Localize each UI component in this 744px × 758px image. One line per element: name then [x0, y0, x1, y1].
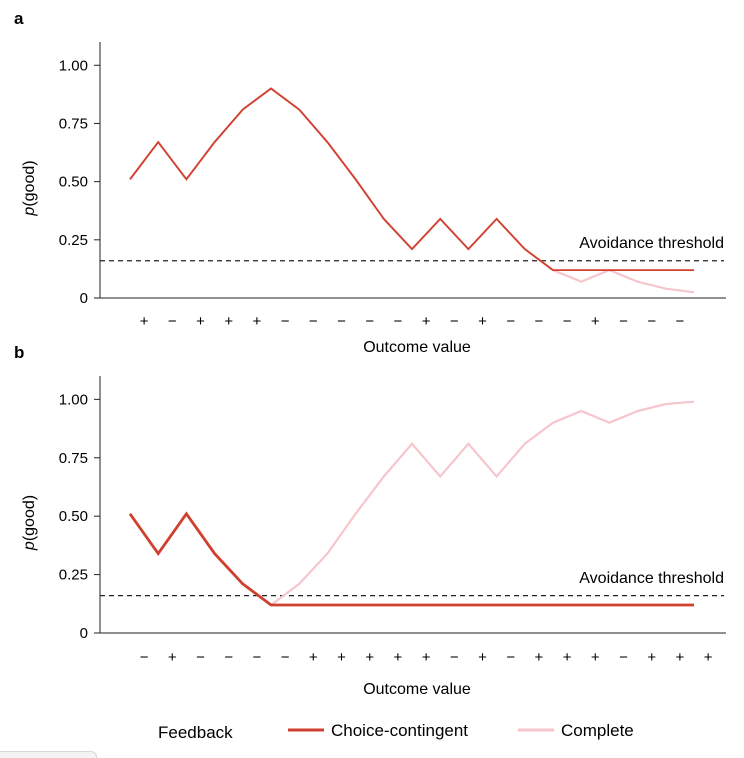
outcome-sign: +: [563, 649, 572, 666]
outcome-sign: −: [647, 313, 656, 330]
outcome-sign: −: [140, 649, 149, 666]
outcome-sign: +: [422, 313, 431, 330]
outcome-sign: −: [224, 649, 233, 666]
outcome-sign: +: [478, 649, 487, 666]
y-axis-label: p(good): [21, 160, 38, 216]
outcome-sign: +: [365, 649, 374, 666]
outcome-sign: −: [394, 313, 403, 330]
y-tick-label: 0.75: [59, 115, 88, 132]
legend-title: Feedback: [158, 723, 233, 742]
outcome-sign: +: [140, 313, 149, 330]
outcome-sign: −: [196, 649, 205, 666]
outcome-sign: −: [337, 313, 346, 330]
y-axis-label-rest: (good): [21, 495, 38, 541]
x-axis-label: Outcome value: [363, 339, 471, 356]
legend-label-choice-contingent: Choice-contingent: [331, 721, 468, 740]
outcome-sign: −: [253, 649, 262, 666]
outcome-sign: −: [281, 649, 290, 666]
panel-a: a 0 0.25 0.50 0.75 1.00 p(good) Avoidance thre…: [14, 9, 726, 356]
outcome-sign: −: [450, 649, 459, 666]
outcome-sign: −: [535, 313, 544, 330]
y-tick-label: 0.75: [59, 450, 88, 467]
outcome-sign: +: [535, 649, 544, 666]
series-line-complete: [129, 87, 695, 294]
outcome-sign: −: [168, 313, 177, 330]
outcome-sign: +: [647, 649, 656, 666]
outcome-sign: +: [337, 649, 346, 666]
legend: Feedback Choice-contingent Complete: [158, 721, 634, 742]
outcome-sign: +: [253, 313, 262, 330]
panel-label-a: a: [14, 9, 24, 28]
outcome-sign: +: [478, 313, 487, 330]
series-line-choice-contingent: [128, 511, 694, 607]
y-tick-label: 0.25: [59, 232, 88, 249]
y-tick-label: 0: [80, 290, 88, 307]
y-tick-label: 0.25: [59, 567, 88, 584]
avoidance-threshold-label: Avoidance threshold: [579, 235, 724, 252]
outcome-sign: −: [506, 313, 515, 330]
outcome-sign: −: [563, 313, 572, 330]
outcome-sign: +: [591, 313, 600, 330]
y-axis-label-italic: p: [21, 207, 38, 217]
y-axis-label-rest: (good): [21, 160, 38, 206]
outcome-sign: −: [281, 313, 290, 330]
outcome-sign: −: [450, 313, 459, 330]
series-line-choice-contingent: [129, 87, 694, 272]
outcome-sign: +: [394, 649, 403, 666]
outcome-sign: +: [196, 313, 205, 330]
y-axis-label-italic: p: [21, 541, 38, 551]
outcome-sign: +: [704, 649, 713, 666]
outcome-sign: +: [676, 649, 685, 666]
y-tick-label: 1.00: [59, 57, 88, 74]
outcome-sign: −: [619, 313, 628, 330]
y-tick-label: 0: [80, 625, 88, 642]
legend-label-complete: Complete: [561, 721, 634, 740]
outcome-sign: +: [591, 649, 600, 666]
panel-label-b: b: [14, 343, 24, 362]
x-axis-label: Outcome value: [363, 681, 471, 698]
outcome-sign: −: [365, 313, 374, 330]
avoidance-threshold-label: Avoidance threshold: [579, 570, 724, 587]
outcome-sign: −: [619, 649, 628, 666]
outcome-sign: +: [168, 649, 177, 666]
y-tick-label: 0.50: [59, 508, 88, 525]
outcome-sign: −: [506, 649, 515, 666]
outcome-sign: −: [309, 313, 318, 330]
page-edge-tab: [0, 751, 97, 758]
y-axis-label: p(good): [21, 495, 38, 551]
y-tick-label: 1.00: [59, 391, 88, 408]
panel-b: b 0 0.25 0.50 0.75 1.00 p(good) Avoidance thre…: [14, 343, 726, 698]
outcome-sign: −: [676, 313, 685, 330]
outcome-sign: +: [224, 313, 233, 330]
y-tick-label: 0.50: [59, 174, 88, 191]
outcome-sign: +: [309, 649, 318, 666]
outcome-sign: +: [422, 649, 431, 666]
